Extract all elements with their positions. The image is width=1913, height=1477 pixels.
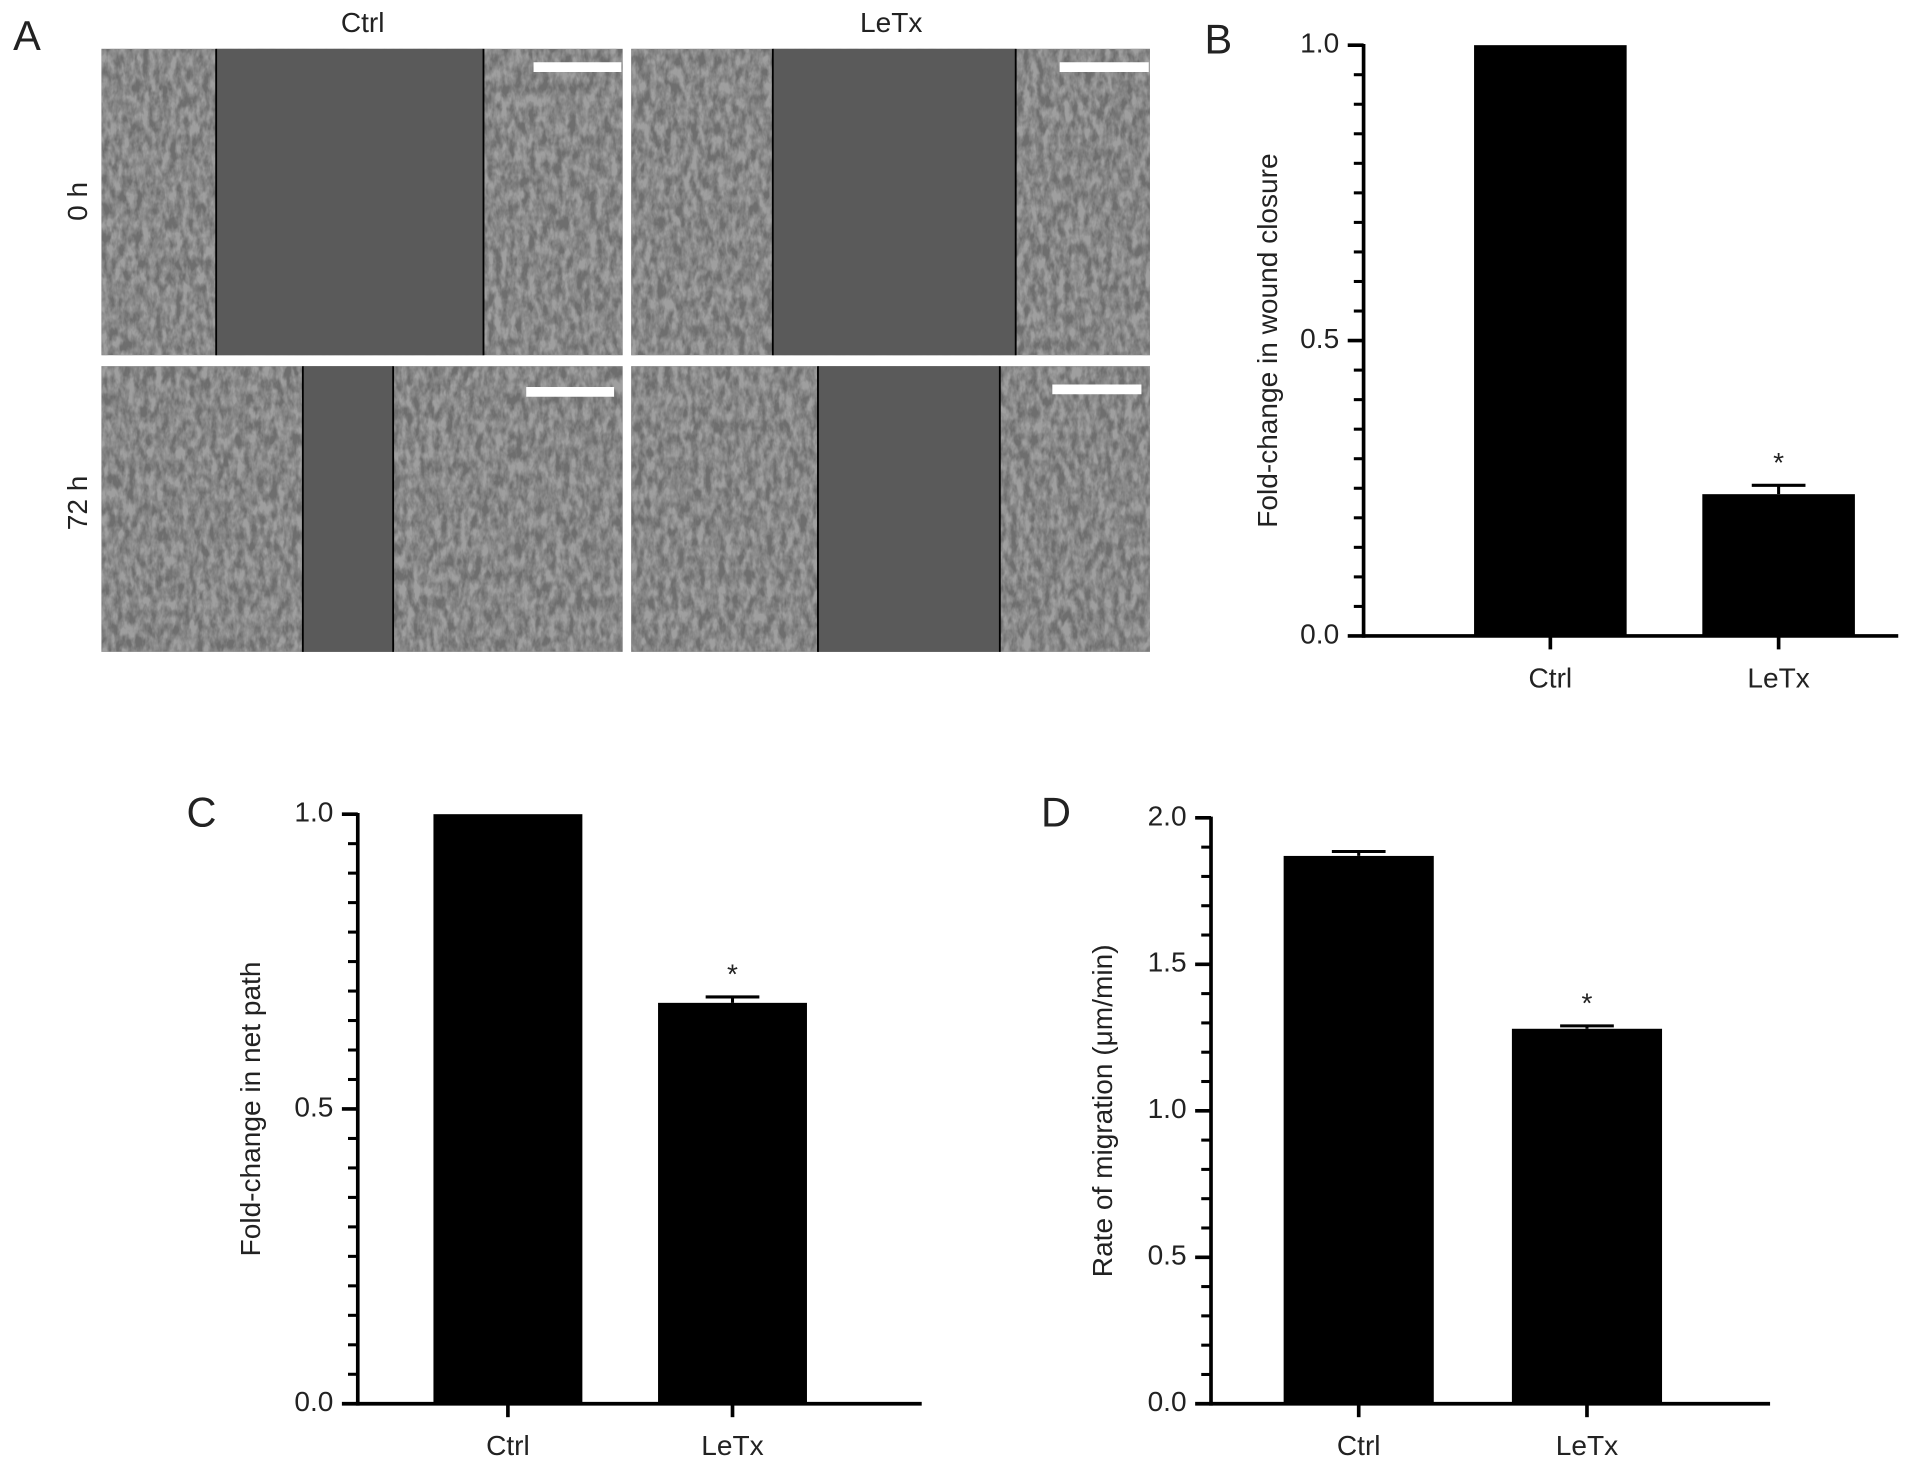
bar — [1511, 1028, 1663, 1404]
y-axis-label: Fold-change in net path — [235, 962, 266, 1257]
micrograph — [631, 366, 1150, 652]
bar — [1283, 855, 1434, 1404]
panel-label: A — [13, 12, 41, 59]
row-label: 0 h — [62, 182, 93, 221]
y-tick-label: 0.5 — [1300, 323, 1339, 354]
error-bar — [1331, 850, 1386, 856]
x-tick-label: LeTx — [1556, 1430, 1618, 1461]
y-tick-label: 1.5 — [1148, 947, 1187, 978]
micrograph-panel: A Ctrl LeTx 0 h 72 h — [13, 7, 1150, 652]
micrograph — [631, 48, 1150, 356]
x-tick-label: Ctrl — [1337, 1430, 1381, 1461]
wound-gap — [216, 48, 484, 356]
error-bar — [705, 995, 760, 1003]
y-tick-label: 2.0 — [1148, 800, 1187, 831]
y-axis-label: Fold-change in wound closure — [1252, 153, 1283, 527]
y-tick-label: 0.0 — [294, 1386, 333, 1417]
bar — [1474, 45, 1627, 636]
bar — [433, 814, 583, 1404]
x-tick-label: Ctrl — [486, 1430, 530, 1461]
x-tick-label: LeTx — [701, 1430, 763, 1461]
significance-marker: * — [727, 959, 738, 990]
y-tick-label: 0.0 — [1148, 1386, 1187, 1417]
y-tick-label: 1.0 — [294, 797, 333, 828]
error-bar — [1560, 1024, 1614, 1029]
column-label: LeTx — [860, 7, 922, 38]
y-tick-label: 1.0 — [1300, 28, 1339, 59]
bar — [658, 1002, 807, 1404]
y-tick-label: 0.0 — [1300, 618, 1339, 649]
y-axis-label: Rate of migration (μm/min) — [1087, 944, 1118, 1277]
bar-chart: C Fold-change in net path Ctrl * LeTx 0.0 0.5 1… — [187, 788, 922, 1461]
y-tick-label: 0.5 — [294, 1091, 333, 1122]
bar-chart: D Rate of migration (μm/min) Ctrl * LeTx 0.0 0… — [1041, 788, 1771, 1461]
micrograph — [101, 48, 623, 356]
significance-marker: * — [1582, 988, 1593, 1019]
wound-gap — [302, 366, 394, 652]
bar-chart: B Fold-change in wound closure Ctrl * LeTx 0.… — [1204, 16, 1899, 693]
error-bar — [1751, 483, 1806, 495]
panel-label: D — [1041, 788, 1071, 835]
significance-marker: * — [1773, 447, 1784, 478]
y-tick-label: 1.0 — [1148, 1093, 1187, 1124]
column-label: Ctrl — [341, 7, 385, 38]
row-label: 72 h — [62, 476, 93, 531]
wound-gap — [772, 48, 1016, 356]
panel-label: B — [1204, 16, 1232, 63]
panel-label: C — [187, 788, 217, 835]
bar — [1702, 494, 1855, 636]
x-tick-label: Ctrl — [1529, 662, 1573, 693]
x-tick-label: LeTx — [1747, 662, 1809, 693]
micrograph — [101, 366, 623, 652]
y-tick-label: 0.5 — [1148, 1240, 1187, 1271]
wound-gap — [817, 366, 1000, 652]
